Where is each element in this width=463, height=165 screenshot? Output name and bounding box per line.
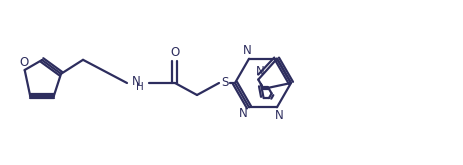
Text: H: H bbox=[136, 82, 144, 92]
Text: O: O bbox=[19, 56, 28, 69]
Text: N: N bbox=[274, 109, 283, 122]
Text: O: O bbox=[170, 47, 179, 60]
Text: S: S bbox=[221, 77, 228, 89]
Text: N: N bbox=[242, 44, 251, 57]
Text: N: N bbox=[238, 107, 247, 120]
Text: N: N bbox=[255, 65, 264, 78]
Text: N: N bbox=[131, 76, 140, 88]
